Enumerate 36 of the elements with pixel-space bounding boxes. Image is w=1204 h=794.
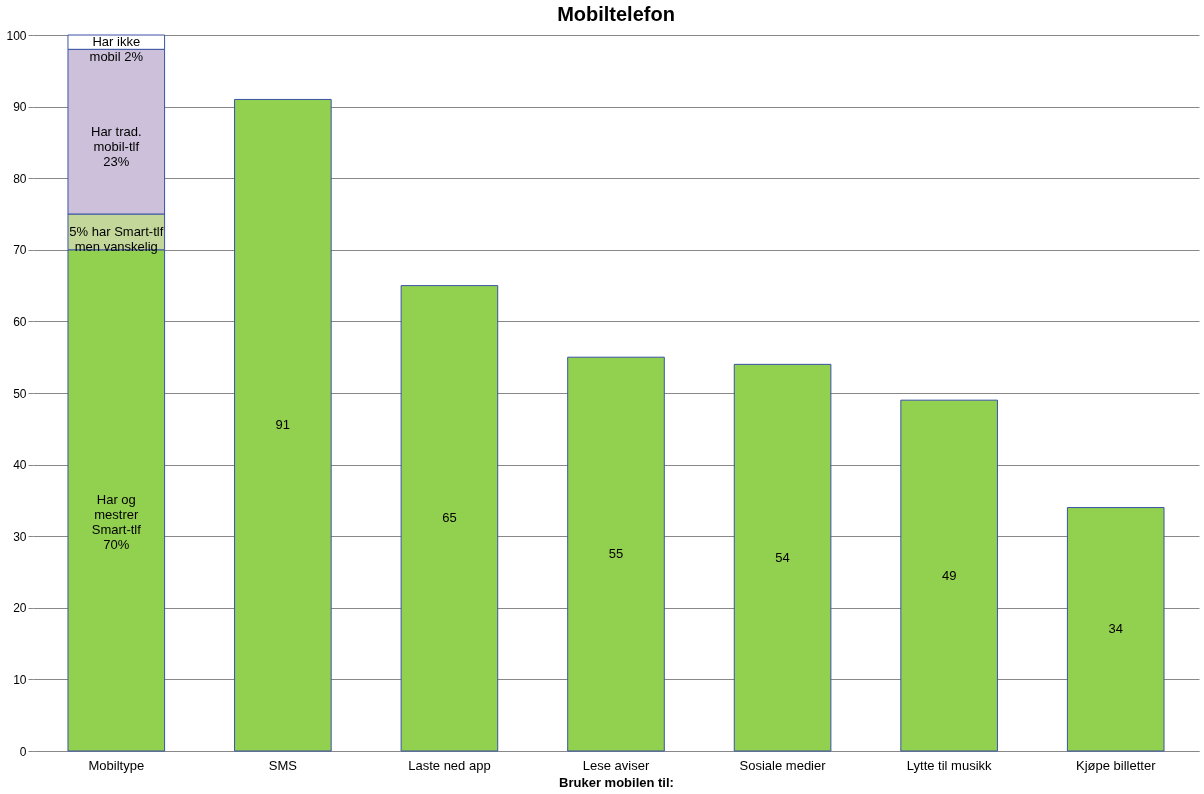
data-label: 5% har Smart-tlf men vanskelig	[69, 223, 164, 254]
x-axis-title: Bruker mobilen til:	[559, 774, 674, 790]
data-label: Har og mestrer Smart-tlf 70%	[91, 492, 142, 553]
x-tick-label: Kjøpe billetter	[1075, 757, 1157, 773]
x-tick-label: Mobiltype	[88, 757, 145, 773]
y-tick-label: 0	[19, 744, 27, 759]
y-tick-label: 60	[13, 314, 27, 329]
data-label: 34	[1108, 621, 1123, 637]
y-tick-label: 70	[13, 243, 27, 258]
y-tick-label: 10	[13, 672, 27, 687]
y-tick-label: 30	[13, 529, 27, 544]
data-label: Har trad. mobil-tlf 23%	[91, 123, 142, 169]
data-label: 91	[275, 417, 291, 433]
x-tick-label: Laste ned app	[408, 757, 491, 773]
bar	[567, 356, 665, 752]
bar	[400, 285, 499, 752]
y-tick-label: 80	[13, 171, 27, 186]
bar	[1066, 507, 1165, 752]
x-tick-label: Lytte til musikk	[906, 757, 993, 773]
x-tick-label: SMS	[268, 757, 298, 773]
bar	[900, 399, 998, 752]
chart-title: Mobiltelefon	[557, 3, 675, 25]
bar	[733, 363, 832, 752]
bar	[234, 98, 332, 752]
y-tick-label: 90	[13, 100, 27, 115]
data-label: Har ikke mobil 2%	[89, 34, 144, 65]
y-tick-label: 20	[13, 601, 27, 616]
y-tick-label: 40	[13, 458, 27, 473]
data-label: 54	[775, 549, 790, 565]
data-label: 49	[941, 567, 957, 583]
y-tick-label: 50	[13, 386, 27, 401]
data-label: 55	[608, 546, 624, 562]
data-label: 65	[442, 510, 457, 526]
x-tick-label: Sosiale medier	[739, 757, 827, 773]
y-tick-label: 100	[6, 28, 27, 43]
x-tick-label: Lese aviser	[582, 757, 650, 773]
